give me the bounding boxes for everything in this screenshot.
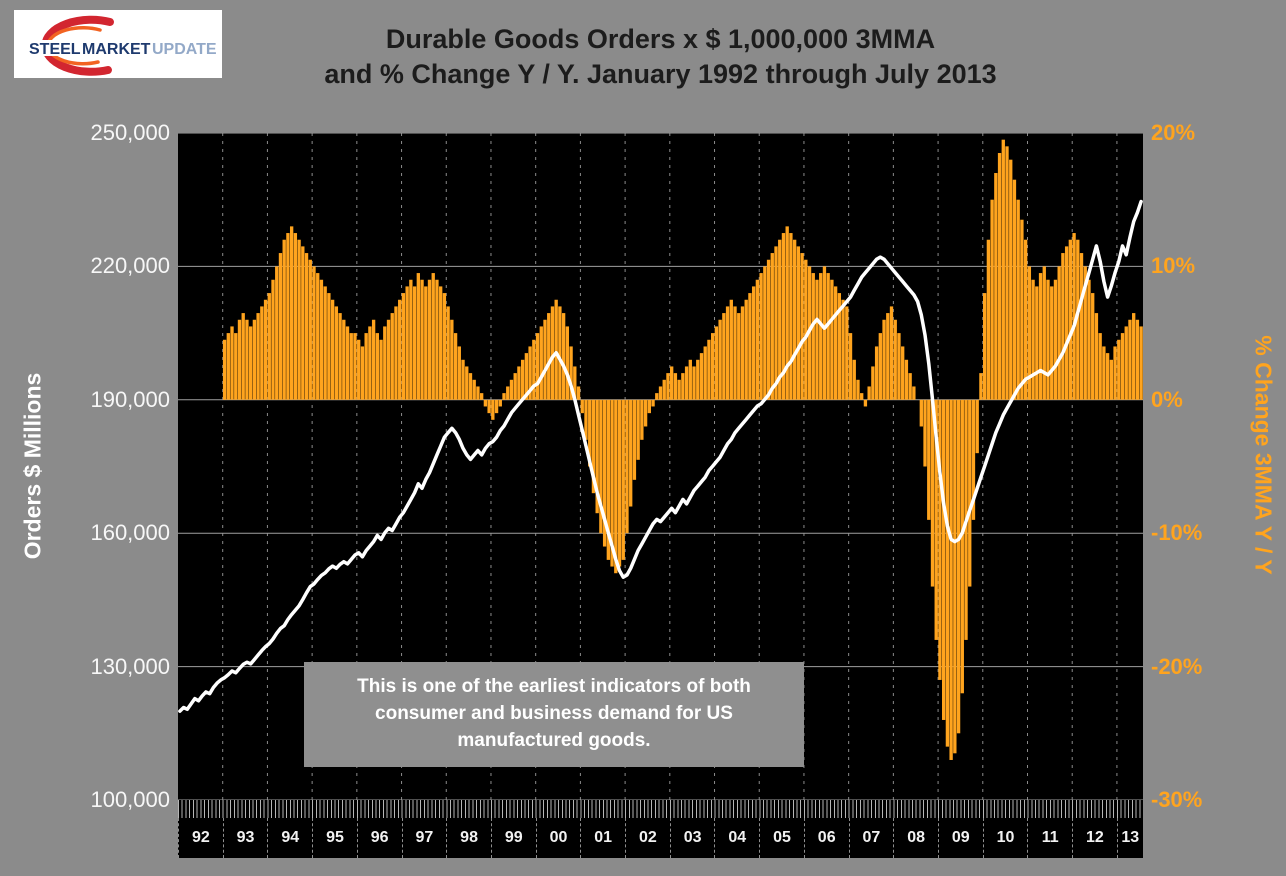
logo-text-backing xyxy=(26,40,216,56)
year-label-96: 96 xyxy=(356,818,402,858)
y-axis-right-labels: 20% 10% 0% -10% -20% -30% xyxy=(1151,0,1251,876)
year-label-94: 94 xyxy=(267,818,312,858)
y-tick-label: 160,000 xyxy=(90,520,170,546)
y-tick-label: -20% xyxy=(1151,653,1203,679)
chart-title: Durable Goods Orders x $ 1,000,000 3MMA … xyxy=(178,22,1143,92)
year-label-02: 02 xyxy=(625,818,670,858)
year-label-08: 08 xyxy=(893,818,938,858)
year-label-09: 09 xyxy=(937,818,983,858)
year-label-12: 12 xyxy=(1072,818,1117,858)
y-tick-label: 220,000 xyxy=(90,253,170,279)
y-axis-left-title: Orders $ Millions xyxy=(19,372,46,560)
orders-line xyxy=(178,199,1143,713)
steel-market-update-logo: STEEL MARKET UPDATE xyxy=(14,10,222,78)
year-label-97: 97 xyxy=(401,818,447,858)
y-tick-label: 10% xyxy=(1151,253,1196,279)
y-tick-label: 20% xyxy=(1151,120,1196,145)
y-tick-label: -10% xyxy=(1151,520,1203,546)
year-label-13: 13 xyxy=(1116,818,1143,858)
year-label-00: 00 xyxy=(535,818,581,858)
y-tick-label: 100,000 xyxy=(90,787,170,812)
y-tick-label: -30% xyxy=(1151,787,1203,812)
year-label-95: 95 xyxy=(312,818,357,858)
year-label-05: 05 xyxy=(759,818,804,858)
logo-word-steel: STEEL xyxy=(29,41,81,58)
year-label-98: 98 xyxy=(446,818,491,858)
y-axis-right-title: % Change 3MMA Y / Y xyxy=(1250,335,1277,575)
pct-change-bars xyxy=(222,139,1143,760)
year-label-11: 11 xyxy=(1027,818,1072,858)
year-label-93: 93 xyxy=(222,818,268,858)
year-label-03: 03 xyxy=(669,818,715,858)
year-label-10: 10 xyxy=(982,818,1028,858)
year-label-04: 04 xyxy=(714,818,759,858)
y-tick-label: 190,000 xyxy=(90,386,170,412)
chart-title-line1: Durable Goods Orders x $ 1,000,000 3MMA xyxy=(385,24,936,54)
logo-graphic: STEEL MARKET UPDATE xyxy=(26,15,217,76)
logo-word-update: UPDATE xyxy=(152,41,217,58)
chart-title-line2: and % Change Y / Y. January 1992 through… xyxy=(324,59,997,89)
year-label-99: 99 xyxy=(490,818,536,858)
year-label-06: 06 xyxy=(803,818,849,858)
y-tick-label: 0% xyxy=(1151,386,1183,412)
y-tick-label: 250,000 xyxy=(90,120,170,145)
y-axis-left-labels: 250,000 220,000 190,000 160,000 130,000 100,0… xyxy=(0,0,170,876)
x-axis-minor-ticks xyxy=(178,800,1143,818)
annotation-box: This is one of the earliest indicators o… xyxy=(304,662,804,767)
x-axis-year-labels: 92 93 94 95 96 97 98 99 00 01 02 03 04 05 06 07 08 09 10 11… xyxy=(178,818,1143,858)
logo-word-market: MARKET xyxy=(82,41,151,58)
year-label-92: 92 xyxy=(178,818,223,858)
y-tick-label: 130,000 xyxy=(90,653,170,679)
year-label-01: 01 xyxy=(580,818,625,858)
chart-canvas xyxy=(178,133,1143,800)
year-label-07: 07 xyxy=(848,818,894,858)
